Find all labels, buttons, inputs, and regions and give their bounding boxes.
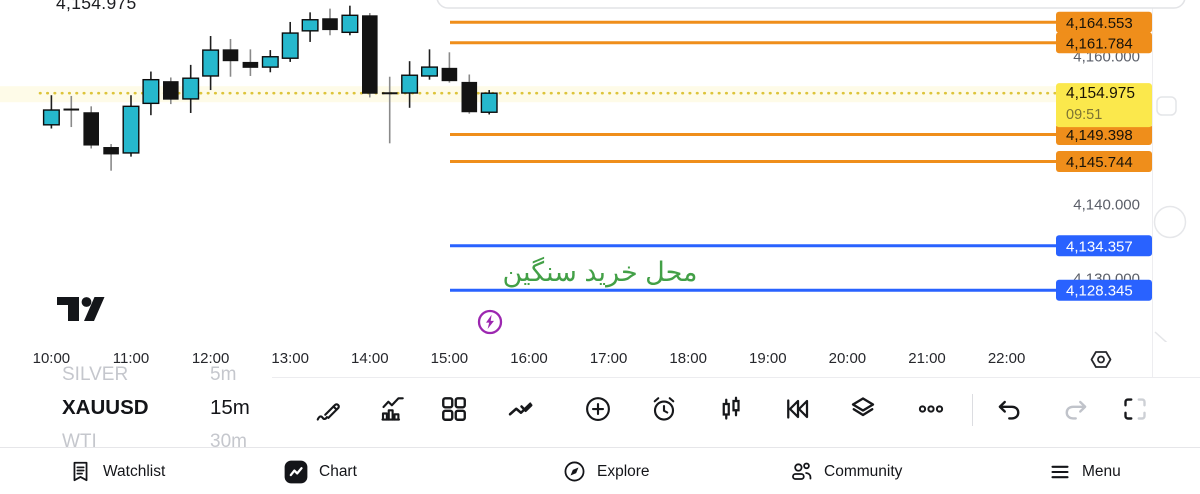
- timeframe-label: 15m: [210, 396, 250, 419]
- toolbar-divider: [972, 394, 973, 426]
- candlestick-series: [42, 5, 498, 171]
- svg-text:4,149.398: 4,149.398: [1066, 127, 1133, 144]
- time-tick: 21:00: [908, 350, 946, 367]
- nav-label: Explore: [597, 462, 650, 480]
- time-tick: 10:00: [32, 350, 71, 367]
- time-tick: 15:00: [430, 350, 469, 367]
- nav-label: Menu: [1082, 462, 1121, 480]
- svg-text:4,154.975: 4,154.975: [1066, 85, 1135, 102]
- symbol-label: XAUUSD: [62, 396, 149, 419]
- time-tick: 16:00: [510, 350, 548, 367]
- chart-toolbar: SILVER 5m XAUUSD 15m WTI 30m: [0, 365, 1200, 447]
- time-tick: 19:00: [749, 350, 787, 367]
- price-level-tags: 4,164.553 4,161.784 4,149.398 4,145.744 4,13…: [1056, 11, 1152, 301]
- svg-text:4,161.784: 4,161.784: [1066, 35, 1133, 52]
- active-price-readout: 4,154.975: [56, 0, 137, 13]
- nav-chart-active[interactable]: Chart: [283, 448, 357, 494]
- candle-style-icon[interactable]: [716, 394, 746, 424]
- menu-icon: [1048, 460, 1072, 484]
- time-axis[interactable]: 10:00 11:00 12:00 13:00 14:00 15:00 16:00 17:00…: [0, 342, 1200, 377]
- nav-label: Chart: [319, 462, 357, 480]
- chart-annotation-text[interactable]: محل خرید سنگین: [503, 256, 698, 288]
- layers-icon[interactable]: [848, 394, 878, 424]
- price-chart-canvas[interactable]: محل خرید سنگین 4,160.0004,140.0004,130.0…: [0, 0, 1200, 342]
- chart-icon: [283, 459, 309, 485]
- time-tick: 12:00: [191, 350, 230, 367]
- community-icon: [789, 459, 814, 484]
- time-tick: 18:00: [669, 350, 707, 367]
- symbol-timeframe-picker[interactable]: SILVER 5m XAUUSD 15m WTI 30m: [0, 365, 272, 447]
- more-icon[interactable]: [916, 394, 946, 424]
- nav-menu[interactable]: Menu: [1048, 448, 1121, 494]
- level-lines[interactable]: [450, 20, 1056, 292]
- svg-text:4,140.000: 4,140.000: [1073, 197, 1140, 214]
- ghost-circle-icon: [1153, 205, 1187, 239]
- svg-text:09:51: 09:51: [1066, 107, 1102, 123]
- svg-text:4,164.553: 4,164.553: [1066, 15, 1133, 32]
- svg-text:4,128.345: 4,128.345: [1066, 283, 1133, 300]
- layout-grid-icon[interactable]: [439, 394, 469, 424]
- ghost-diagonal-line: [1154, 331, 1168, 342]
- current-price-band: [0, 86, 1056, 103]
- right-panel-divider: [1152, 0, 1153, 377]
- draw-icon[interactable]: [313, 394, 343, 424]
- timeframe-label: 30m: [210, 431, 247, 447]
- time-tick: 13:00: [271, 350, 309, 367]
- time-tick: 20:00: [828, 350, 867, 367]
- bottom-navigation: Watchlist Chart Explore: [0, 447, 1200, 494]
- floating-toolbar-edge: [436, 0, 1186, 9]
- lightning-marker-icon[interactable]: [477, 309, 503, 335]
- time-tick: 22:00: [987, 350, 1026, 367]
- svg-text:4,145.744: 4,145.744: [1066, 154, 1133, 171]
- nav-label: Community: [824, 462, 903, 480]
- replay-icon[interactable]: [782, 394, 812, 424]
- svg-text:4,134.357: 4,134.357: [1066, 238, 1133, 255]
- redo-icon[interactable]: [1061, 394, 1091, 424]
- timeframe-label: 5m: [210, 365, 237, 385]
- axis-toolrow-divider: [0, 377, 1200, 378]
- svg-text:محل خرید سنگین: محل خرید سنگین: [503, 256, 698, 288]
- alert-icon[interactable]: [649, 394, 679, 424]
- nav-label: Watchlist: [103, 462, 166, 480]
- fullscreen-icon[interactable]: [1120, 394, 1150, 424]
- nav-community[interactable]: Community: [789, 448, 902, 494]
- nav-watchlist[interactable]: Watchlist: [68, 448, 165, 494]
- undo-icon[interactable]: [994, 394, 1024, 424]
- symbol-label: WTI: [62, 431, 97, 447]
- ghost-square-icon: [1156, 96, 1177, 116]
- time-tick: 17:00: [589, 350, 628, 367]
- chart-settings-hexagon-icon[interactable]: [1088, 347, 1114, 372]
- indicators-icon[interactable]: [378, 394, 408, 424]
- nav-explore[interactable]: Explore: [562, 448, 650, 494]
- explore-icon: [562, 459, 587, 484]
- watchlist-icon: [68, 459, 93, 484]
- tradingview-logo: [57, 297, 105, 321]
- symbol-label: SILVER: [62, 365, 129, 385]
- time-tick: 11:00: [112, 350, 150, 367]
- patterns-icon[interactable]: [506, 394, 536, 424]
- time-tick: 14:00: [351, 350, 389, 367]
- add-icon[interactable]: [583, 394, 613, 424]
